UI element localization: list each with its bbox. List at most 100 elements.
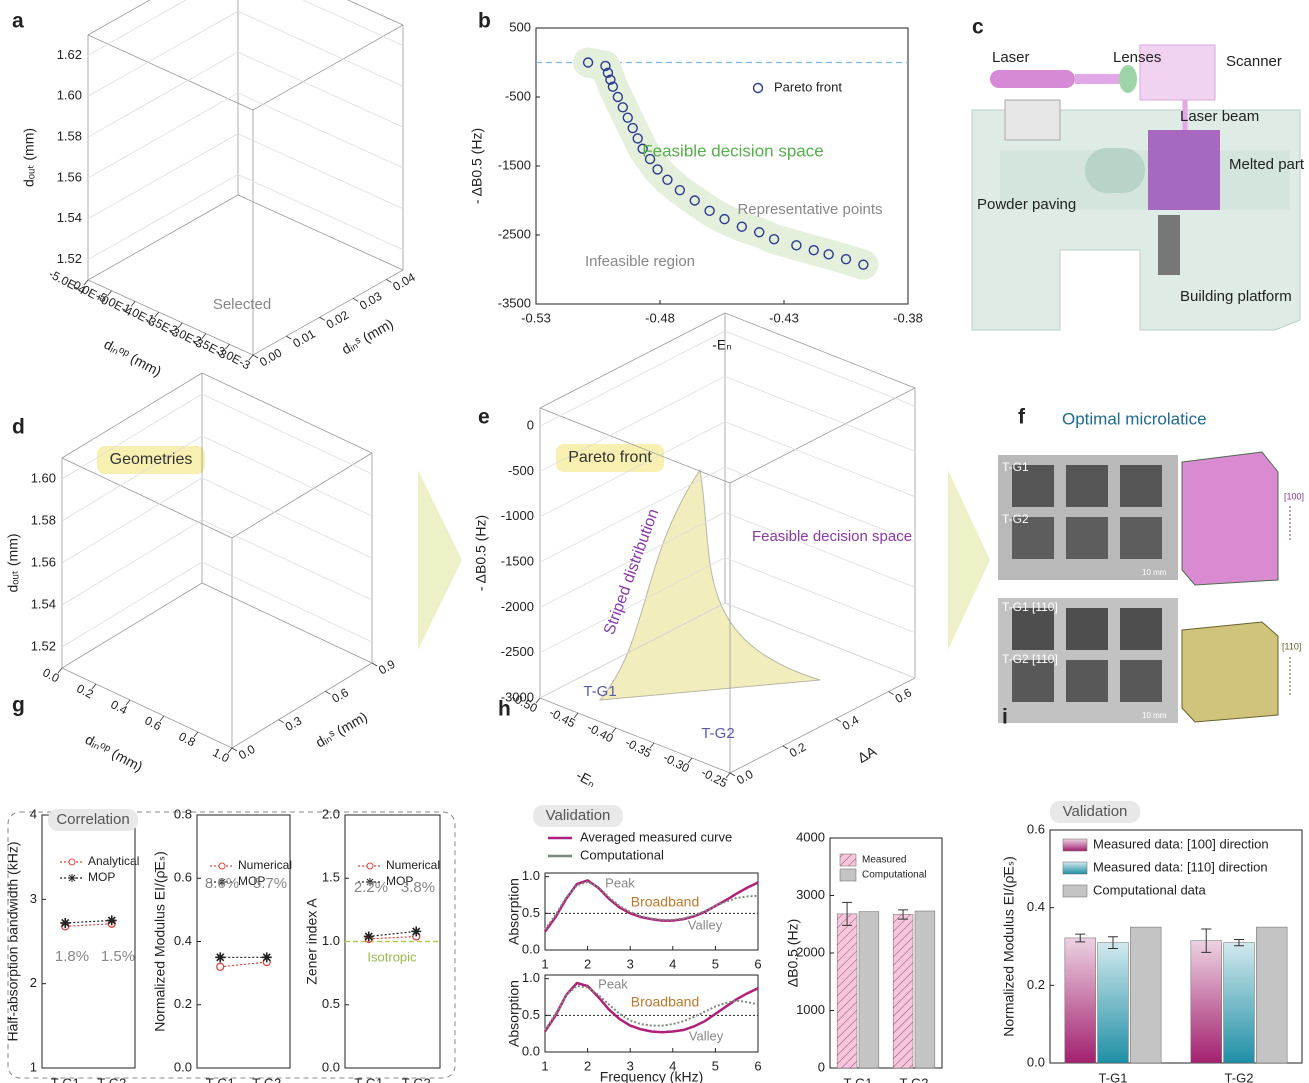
x-tick [83,279,89,286]
legend-label: Measured [862,855,906,866]
group-title-box [48,809,138,831]
box-edge [201,582,373,664]
y-tick-label: 0.6 [893,685,915,706]
annotation: 1.8% [55,948,89,965]
legend-label: MOP [238,874,265,888]
y-tick [352,297,359,302]
x-tick-label: 4 [669,956,676,971]
grid-line [61,477,373,564]
part-label: Laser [992,49,1030,66]
annotation: Isotropic [367,949,417,964]
y-tick-label: -2500 [498,226,531,241]
x-tick-label: -0.40 [585,720,616,745]
y-tick [371,662,378,667]
z-tick-label: -1500 [501,554,534,569]
y-axis-label: Normalized Modulus EI/(ρ̄Eₛ) [1001,856,1017,1036]
flow-arrow [418,470,462,650]
box-edge [61,372,203,459]
legend-label: Numerical [238,858,292,872]
z-axis-label: dₒᵤₜ (mm) [21,128,37,187]
panel-label: f [1018,406,1026,429]
y-tick-label: 0.03 [357,289,385,313]
marker [215,952,226,963]
annotation: Feasible decision space [642,141,823,160]
y-tick-label: 0.02 [324,308,352,332]
y-tick [325,690,331,695]
x-tick-label: 3.0E-3 [215,343,253,372]
grid-line [539,421,916,518]
x-tick [193,731,199,738]
bar [914,910,936,1069]
grid-line [61,393,373,480]
box-edge [252,24,404,111]
annotation: Peak [598,976,628,991]
grid-line [539,466,916,563]
photo-tag: T-G2 [1002,512,1029,526]
series-line [544,880,759,931]
annotation: 3.8% [401,879,435,896]
y-tick [252,354,259,359]
z-axis-label: - ΔB0.5 (Hz) [473,515,489,591]
bar [1130,926,1162,1064]
box-edge [237,194,404,271]
box-edge [61,457,233,539]
marker [363,931,374,942]
x-tick-label: -0.38 [893,310,923,325]
y-tick-label: 2000 [796,944,825,959]
z-tick-label: 1.54 [57,210,82,225]
x-tick [57,667,63,674]
x-tick-label: 1 [541,1058,548,1073]
box-edge [231,662,373,749]
y-tick-label: 0.6 [174,870,192,885]
x-tick-label: 6 [754,956,761,971]
legend-label: MOP [386,874,413,888]
x-tick [177,322,183,329]
y-tick-label: 0.04 [390,270,418,294]
annotation-box [556,444,664,472]
x-tick [154,311,160,318]
y-axis-label: dᵢₙˢ (mm) [313,708,370,750]
legend-symbol [68,858,76,866]
x-tick [125,699,131,706]
panel-label: b [478,10,491,33]
x-axis-label: dᵢₙᵒᵖ (mm) [101,336,164,380]
point [622,112,633,123]
grid-line [87,92,404,179]
panel-label: a [12,10,24,33]
point [617,102,628,113]
grid-line [539,375,916,472]
group-title: Validation [546,807,611,824]
y-tick-label: 0.0 [322,1059,340,1074]
y-tick-label: 0.6 [1027,821,1045,836]
x-tick [649,742,655,749]
y-axis-label: Normalized Modulus EI/(ρ̄Eₛ) [152,851,168,1031]
y-tick-label: 0.0 [522,1043,540,1058]
y-tick-label: 0.6 [329,685,351,706]
y-axis-label: Absorption [506,980,522,1047]
z-tick-label: 1.52 [57,251,82,266]
point [644,153,656,165]
y-tick [888,691,894,695]
legend-symbol [752,82,764,94]
y-tick-label: 4 [30,806,37,821]
box-edge [87,0,151,36]
point [674,184,686,196]
bar [836,913,858,1069]
bar [1190,940,1222,1064]
x-tick-label: T-G2 [402,1075,431,1083]
y-tick [319,316,325,321]
point [689,195,700,206]
legend-symbol [1062,861,1088,875]
point [840,253,852,265]
grid-line [87,51,404,138]
legend-symbol [1062,838,1088,852]
y-tick-label: 1.0 [322,933,340,948]
x-tick-label: -0.50 [509,690,540,715]
y-tick [386,279,392,283]
point [600,60,611,72]
x-tick-label: T-G1 [51,1075,80,1083]
point [754,227,765,238]
x-tick [227,747,233,754]
x-tick [687,757,693,764]
plot-frame [41,814,136,1069]
